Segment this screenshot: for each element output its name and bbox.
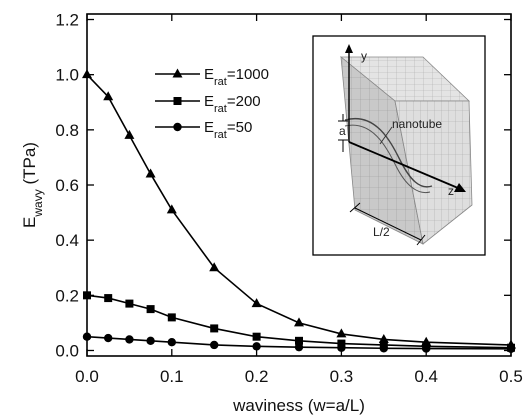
nanotube-curve (344, 117, 433, 188)
y-tick-label: 0.0 (55, 341, 79, 360)
x-tick-label: 0.4 (414, 367, 438, 386)
circle-point (167, 338, 176, 347)
circle-point (82, 332, 92, 341)
square-point (146, 305, 155, 314)
inset-a-label: a (339, 124, 346, 138)
half-length-tick-right (416, 234, 426, 246)
square-point (295, 336, 303, 345)
square-point (125, 299, 134, 308)
legend: Erat=1000 Erat=200 Erat=50 (155, 66, 269, 141)
square-point (252, 332, 261, 341)
circle-point (337, 343, 346, 352)
inset-z-label: z (448, 184, 454, 198)
ticks-layer: 0.0 0.1 0.2 0.3 0.4 0.5 0.0 0.2 0.4 0.6 0.8 1.0 1.2 (55, 11, 522, 386)
inset-nanotube-label: nanotube (392, 117, 442, 131)
triangle-point (124, 129, 135, 139)
y-tick-label: 1.0 (55, 66, 79, 85)
triangle-point (336, 328, 347, 338)
legend-label-erat-1000: Erat=1000 (204, 66, 269, 88)
y-axis-title: Ewavy (TPa) (20, 142, 45, 228)
legend-triangle-marker (172, 68, 183, 78)
square-point (167, 313, 176, 322)
circle-point (252, 342, 261, 351)
inset-z-axis (348, 141, 459, 189)
legend-label-erat-200: Erat=200 (204, 93, 261, 115)
triangle-point (82, 69, 92, 79)
block-side-face (394, 100, 473, 245)
x-tick-label: 0.5 (499, 367, 523, 386)
x-tick-label: 0.3 (330, 367, 354, 386)
inset-y-label: y (361, 49, 367, 63)
x-axis-title: waviness (w=a/L) (232, 396, 365, 415)
inset-y-arrowhead (345, 44, 353, 53)
legend-circle-marker (173, 122, 182, 132)
triangle-point (166, 204, 177, 214)
legend-entry-erat-50: Erat=50 (155, 119, 252, 141)
x-tick-label: 0.2 (245, 367, 269, 386)
series-erat-50 (82, 332, 516, 354)
circle-point (294, 342, 304, 352)
circle-point (210, 340, 219, 350)
legend-label-erat-50: Erat=50 (204, 119, 252, 141)
square-point (210, 324, 219, 333)
nanotube-curve-outline (344, 124, 431, 194)
series-layer (82, 69, 516, 354)
x-tick-label: 0.0 (75, 367, 99, 386)
triangle-point (209, 262, 220, 272)
x-tick-label: 0.1 (160, 367, 184, 386)
half-length-tick-left (349, 202, 361, 213)
circle-point (379, 344, 388, 353)
triangle-point (145, 168, 156, 178)
circle-point (422, 344, 431, 353)
triangle-point (378, 333, 389, 343)
circle-point (146, 336, 155, 346)
triangle-point (294, 317, 304, 327)
y-tick-label: 0.6 (55, 176, 79, 195)
y-tick-label: 0.2 (55, 286, 79, 305)
series-line (86, 74, 512, 346)
legend-entry-erat-1000: Erat=1000 (155, 66, 269, 88)
legend-entry-erat-200: Erat=200 (155, 93, 261, 115)
square-point (83, 291, 91, 300)
legend-square-marker (173, 97, 182, 105)
triangle-point (251, 298, 262, 308)
circle-point (104, 333, 113, 343)
half-length-dimension (354, 207, 422, 241)
circle-point (506, 344, 516, 354)
nanotube-pointer (379, 126, 393, 145)
y-tick-label: 0.8 (55, 121, 79, 140)
inset-z-arrowhead (454, 183, 466, 192)
inset-half-length-label: L/2 (373, 225, 390, 239)
y-tick-label: 0.4 (55, 231, 79, 250)
y-tick-label: 1.2 (55, 11, 79, 30)
triangle-point (103, 91, 114, 101)
inset-schematic: y z a nanotube L/2 (312, 35, 486, 256)
square-point (104, 294, 113, 303)
circle-point (125, 335, 134, 344)
